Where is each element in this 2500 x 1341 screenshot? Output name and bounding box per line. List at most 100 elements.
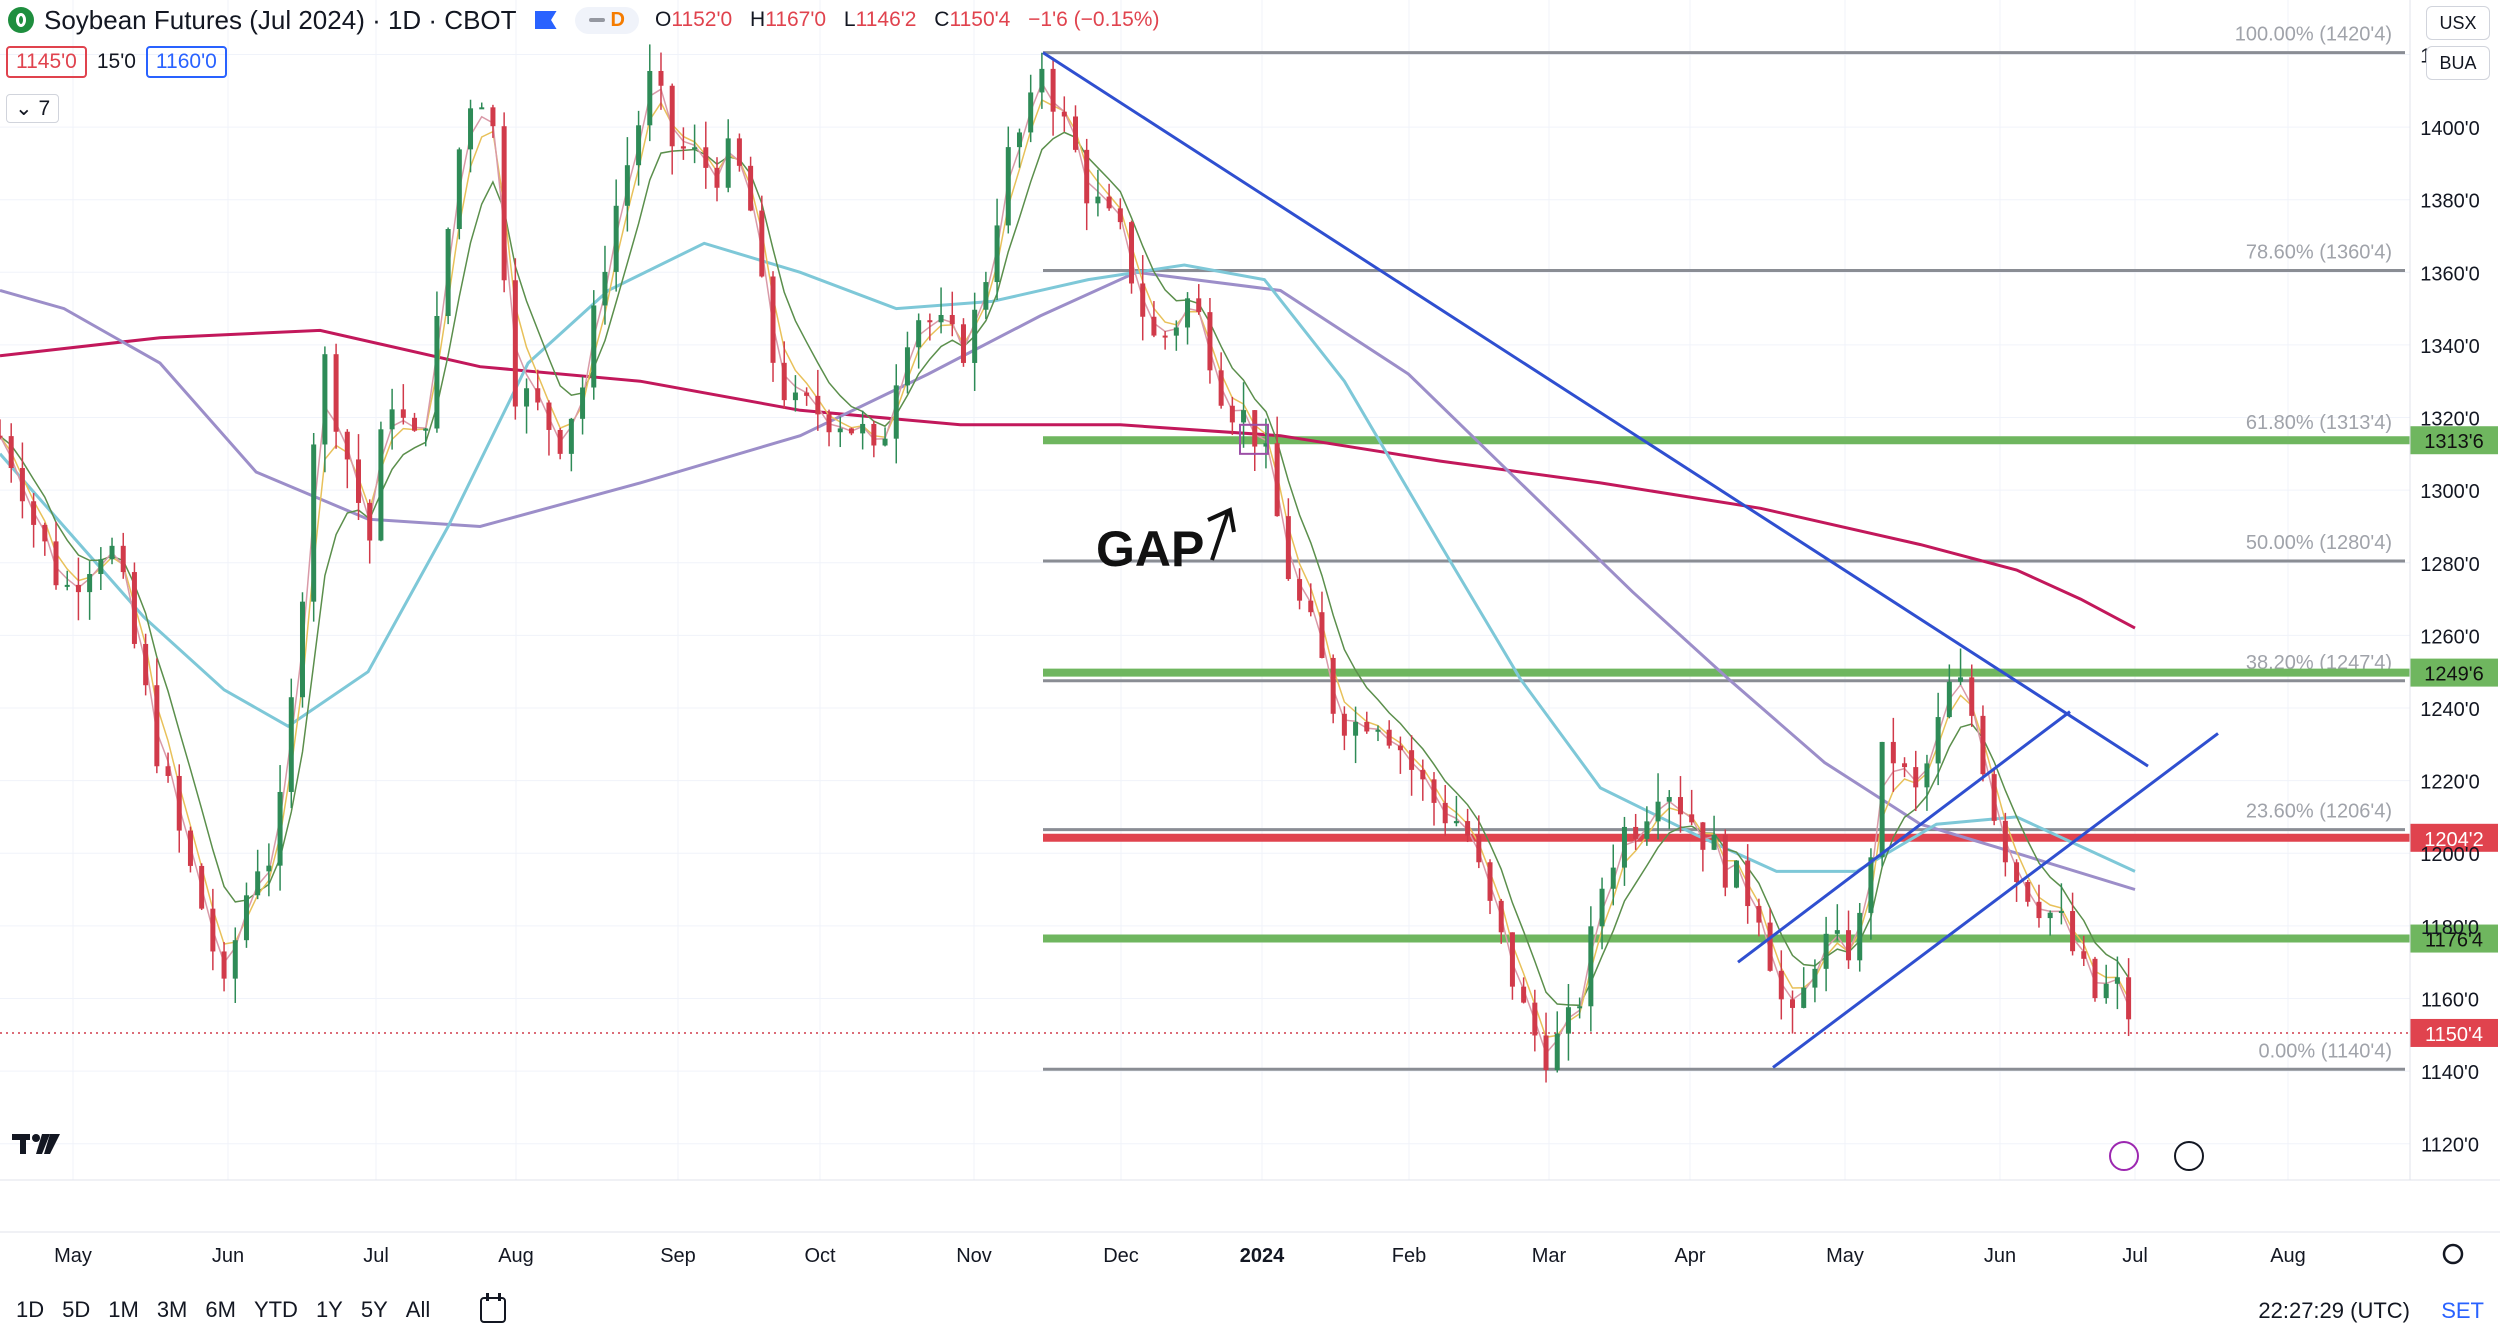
candle-body — [770, 276, 776, 363]
range-5d[interactable]: 5D — [62, 1297, 91, 1322]
candle-body — [1846, 930, 1852, 961]
candle-body — [143, 643, 149, 686]
range-1d[interactable]: 1D — [16, 1297, 45, 1322]
range-5y[interactable]: 5Y — [360, 1297, 388, 1322]
unit-button[interactable]: BUA — [2426, 46, 2490, 80]
candle-body — [1117, 208, 1123, 223]
range-6m[interactable]: 6M — [205, 1297, 236, 1322]
indicators-toggle[interactable]: ⌄ 7 — [6, 94, 60, 123]
chevron-down-icon: ⌄ — [15, 97, 33, 120]
x-tick-label: 2024 — [1240, 1245, 1285, 1267]
ohlc-low-key: L — [843, 8, 856, 31]
candle-body — [243, 895, 249, 941]
range-ytd[interactable]: YTD — [253, 1297, 298, 1322]
candle-body — [1341, 713, 1347, 736]
x-tick-label: Jun — [212, 1245, 244, 1267]
flag-icon[interactable] — [534, 11, 557, 29]
candle-body — [1353, 721, 1359, 736]
candle-body — [378, 429, 384, 541]
candle-body — [949, 314, 955, 325]
candle-body — [87, 574, 93, 593]
candle-body — [1151, 316, 1157, 336]
x-tick-label: Oct — [804, 1245, 836, 1267]
candle-body — [1946, 681, 1952, 718]
range-1m[interactable]: 1M — [108, 1297, 139, 1322]
candle-body — [1095, 196, 1101, 204]
candle-body — [445, 228, 451, 316]
utc-clock[interactable]: 22:27:29 (UTC) — [2258, 1298, 2410, 1323]
candle-body — [1935, 717, 1941, 764]
candle-body — [1554, 1033, 1560, 1071]
candle-body — [1431, 779, 1437, 803]
candle-body — [591, 305, 597, 388]
candle-body — [1644, 821, 1650, 839]
bid-ask-row: 1145'0 15'0 1160'0 — [6, 46, 227, 78]
sell-button[interactable]: 1145'0 — [6, 46, 87, 78]
range-all[interactable]: All — [405, 1297, 431, 1322]
currency-button[interactable]: USX — [2426, 6, 2490, 40]
indicators-count: 7 — [38, 97, 51, 120]
range-1y[interactable]: 1Y — [315, 1297, 343, 1322]
candle-body — [479, 107, 485, 110]
replay-hourglass-icon[interactable] — [2174, 1141, 2204, 1171]
candle-body — [2002, 820, 2008, 863]
candle-body — [1106, 196, 1112, 209]
data-status-pill[interactable]: D — [574, 6, 639, 34]
ohlc-open-key: O — [654, 8, 672, 31]
ohlc-change: −1'6 (−0.15%) — [1028, 8, 1160, 31]
candle-body — [1834, 930, 1840, 934]
candle-body — [512, 280, 518, 407]
symbol-title[interactable]: Soybean Futures (Jul 2024) · 1D · CBOT — [44, 4, 517, 35]
candle-body — [1084, 149, 1090, 204]
candle-body — [468, 108, 474, 150]
y-tick-label: 1240'0 — [2420, 699, 2479, 721]
candle-body — [2070, 911, 2076, 952]
chart-header: Soybean Futures (Jul 2024) · 1D · CBOT D… — [0, 0, 1159, 40]
candle-body — [826, 414, 832, 433]
candle-body — [2036, 901, 2042, 919]
calendar-icon[interactable] — [480, 1293, 507, 1323]
candle-body — [1465, 821, 1471, 836]
candle-body — [1229, 405, 1235, 423]
candle-body — [1364, 721, 1370, 732]
candle-body — [860, 423, 866, 434]
price-level-label: 1176'4 — [2425, 930, 2483, 952]
candle-body — [960, 324, 966, 363]
fib-level-label: 100.00% (1420'4) — [2235, 24, 2392, 46]
candle-body — [1722, 834, 1728, 888]
candle-body — [1655, 801, 1661, 822]
trend-line — [1772, 732, 2219, 1069]
candle-body — [1386, 729, 1392, 746]
candle-body — [1633, 826, 1639, 839]
candle-body — [2025, 881, 2031, 902]
candle-body — [1599, 888, 1605, 927]
y-tick-label: 1220'0 — [2420, 772, 2479, 794]
candle-body — [983, 282, 989, 310]
candle-body — [837, 428, 843, 433]
candle-body — [1207, 312, 1213, 371]
x-tick-label: Feb — [1392, 1245, 1426, 1267]
candle-body — [1588, 926, 1594, 1007]
trend-line — [1042, 51, 2149, 768]
range-3m[interactable]: 3M — [156, 1297, 188, 1322]
candle-body — [1868, 857, 1874, 913]
candle-body — [2126, 977, 2132, 1020]
tradingview-logo-icon[interactable] — [12, 1130, 62, 1158]
candle-body — [725, 138, 731, 188]
candle-body — [1308, 600, 1314, 613]
candle-body — [703, 147, 709, 168]
candle-body — [1913, 767, 1919, 788]
candle-body — [1879, 741, 1885, 858]
lightning-icon[interactable] — [2109, 1141, 2139, 1171]
candle-body — [0, 435, 3, 438]
candle-body — [501, 126, 507, 281]
candle-body — [31, 501, 37, 525]
settings-link[interactable]: SET — [2441, 1298, 2484, 1323]
candle-body — [904, 347, 910, 386]
buy-button[interactable]: 1160'0 — [145, 46, 227, 78]
candle-body — [2047, 912, 2053, 919]
candle-body — [792, 392, 798, 401]
candle-body — [98, 559, 104, 575]
